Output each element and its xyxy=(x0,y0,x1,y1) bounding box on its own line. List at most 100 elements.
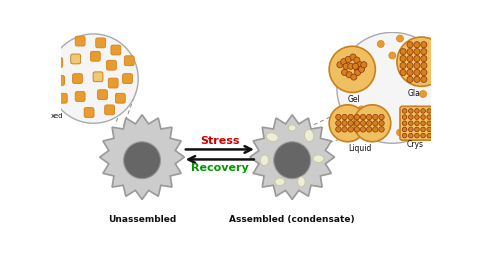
Circle shape xyxy=(414,49,420,55)
Circle shape xyxy=(348,121,353,126)
Circle shape xyxy=(360,127,366,132)
Circle shape xyxy=(402,109,407,113)
Circle shape xyxy=(336,127,341,132)
Circle shape xyxy=(123,142,160,179)
Circle shape xyxy=(412,106,419,113)
Circle shape xyxy=(404,60,411,67)
Circle shape xyxy=(415,127,419,132)
Circle shape xyxy=(379,114,384,120)
FancyBboxPatch shape xyxy=(111,45,121,55)
Circle shape xyxy=(400,56,406,62)
Circle shape xyxy=(355,66,361,72)
Text: Unassembled: Unassembled xyxy=(108,215,176,224)
Circle shape xyxy=(418,121,425,128)
Circle shape xyxy=(408,44,415,51)
Circle shape xyxy=(372,114,378,120)
Circle shape xyxy=(402,127,407,132)
Circle shape xyxy=(414,76,420,82)
Circle shape xyxy=(396,35,404,42)
Circle shape xyxy=(407,56,413,62)
Circle shape xyxy=(407,76,413,82)
Circle shape xyxy=(329,46,375,92)
FancyBboxPatch shape xyxy=(124,56,134,66)
Circle shape xyxy=(415,133,419,138)
Ellipse shape xyxy=(304,129,314,142)
FancyBboxPatch shape xyxy=(71,54,81,64)
Circle shape xyxy=(407,69,413,76)
Circle shape xyxy=(408,121,413,126)
Circle shape xyxy=(408,115,413,119)
Ellipse shape xyxy=(288,125,296,131)
Circle shape xyxy=(341,69,348,76)
Circle shape xyxy=(421,69,427,76)
Circle shape xyxy=(348,63,354,69)
Circle shape xyxy=(358,106,365,113)
Circle shape xyxy=(329,105,366,142)
Circle shape xyxy=(421,62,427,69)
Circle shape xyxy=(367,121,372,126)
Circle shape xyxy=(367,114,372,120)
Text: Crys: Crys xyxy=(406,140,423,149)
Circle shape xyxy=(360,114,366,120)
FancyBboxPatch shape xyxy=(96,38,106,48)
Circle shape xyxy=(274,142,311,179)
Circle shape xyxy=(379,121,384,126)
Circle shape xyxy=(337,62,343,68)
Circle shape xyxy=(357,62,363,68)
Circle shape xyxy=(372,121,378,126)
Circle shape xyxy=(354,114,360,120)
Text: Gla: Gla xyxy=(408,89,420,98)
Circle shape xyxy=(421,127,425,132)
Circle shape xyxy=(370,114,376,121)
Circle shape xyxy=(379,127,384,132)
Circle shape xyxy=(412,79,419,86)
Circle shape xyxy=(420,90,427,97)
Circle shape xyxy=(348,127,353,132)
Circle shape xyxy=(427,115,432,119)
Circle shape xyxy=(342,121,347,126)
Circle shape xyxy=(421,109,425,113)
Circle shape xyxy=(345,56,351,62)
Circle shape xyxy=(407,49,413,55)
FancyBboxPatch shape xyxy=(93,72,103,82)
Circle shape xyxy=(359,66,365,72)
FancyBboxPatch shape xyxy=(57,93,67,103)
Circle shape xyxy=(397,37,446,86)
Circle shape xyxy=(418,71,425,78)
FancyBboxPatch shape xyxy=(75,36,85,46)
Circle shape xyxy=(341,59,347,65)
Circle shape xyxy=(342,114,347,120)
Text: Assembled (condensate): Assembled (condensate) xyxy=(229,215,355,224)
FancyBboxPatch shape xyxy=(75,92,85,102)
Circle shape xyxy=(408,133,413,138)
Circle shape xyxy=(408,127,413,132)
Circle shape xyxy=(427,133,432,138)
Text: Stress: Stress xyxy=(200,136,240,146)
Circle shape xyxy=(402,115,407,119)
Ellipse shape xyxy=(260,155,269,166)
Circle shape xyxy=(351,74,357,80)
Circle shape xyxy=(360,121,366,126)
Polygon shape xyxy=(250,115,335,200)
Circle shape xyxy=(348,114,353,120)
FancyBboxPatch shape xyxy=(72,74,83,83)
Circle shape xyxy=(372,127,378,132)
Circle shape xyxy=(354,127,360,132)
Circle shape xyxy=(354,121,360,126)
FancyBboxPatch shape xyxy=(115,93,125,103)
Circle shape xyxy=(342,127,347,132)
FancyBboxPatch shape xyxy=(400,106,434,140)
Circle shape xyxy=(407,62,413,69)
Circle shape xyxy=(402,121,407,126)
FancyBboxPatch shape xyxy=(108,78,118,88)
Circle shape xyxy=(49,34,138,123)
Circle shape xyxy=(337,32,448,143)
FancyBboxPatch shape xyxy=(55,75,64,85)
Circle shape xyxy=(421,76,427,82)
Text: Liquid: Liquid xyxy=(348,144,372,153)
Circle shape xyxy=(421,49,427,55)
Circle shape xyxy=(421,115,425,119)
Circle shape xyxy=(354,57,360,63)
FancyBboxPatch shape xyxy=(107,60,116,70)
FancyBboxPatch shape xyxy=(122,74,132,83)
